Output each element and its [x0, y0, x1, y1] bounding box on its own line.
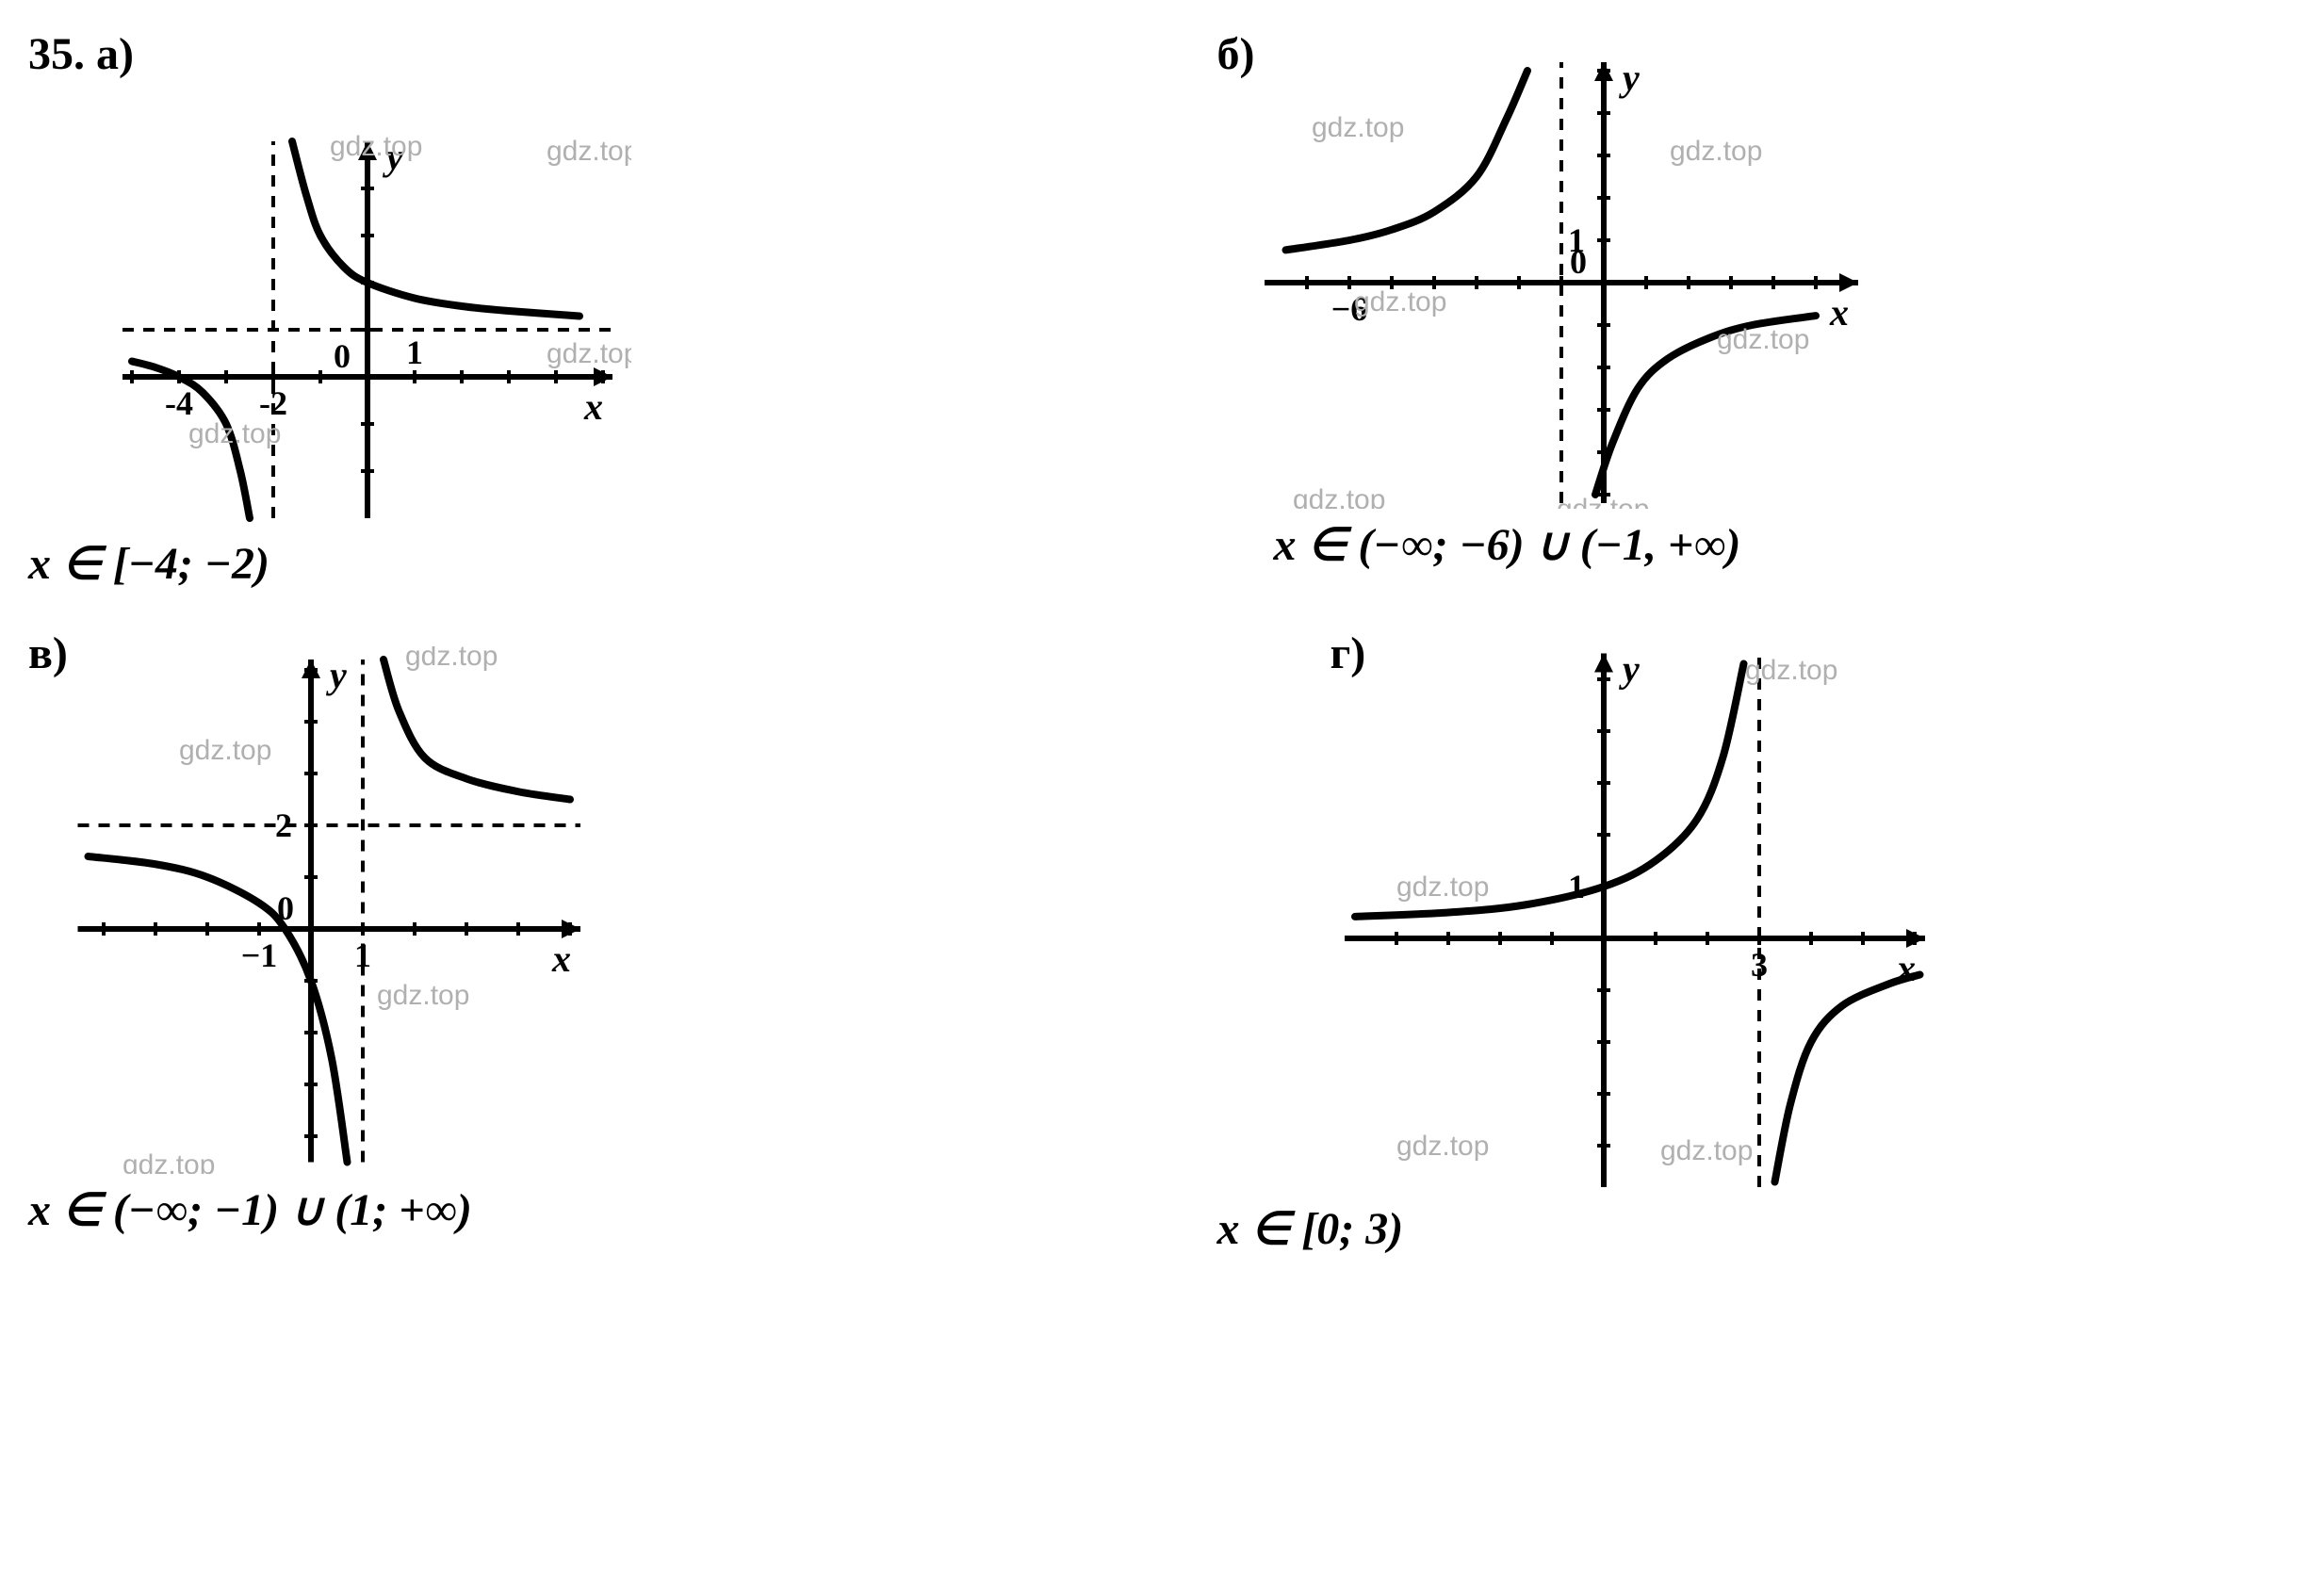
svg-text:0: 0 [334, 337, 351, 375]
svg-text:gdz.top: gdz.top [122, 1149, 215, 1174]
svg-text:gdz.top: gdz.top [1717, 324, 1809, 355]
svg-text:gdz.top: gdz.top [1312, 112, 1404, 143]
svg-text:gdz.top: gdz.top [330, 131, 422, 162]
chart-c: 1−120xygdz.topgdz.topgdz.topgdz.topgdz.t… [66, 646, 594, 1174]
svg-text:−1: −1 [241, 936, 278, 974]
svg-text:-4: -4 [165, 384, 193, 422]
svg-text:y: y [1619, 57, 1640, 99]
svg-text:x: x [583, 385, 603, 428]
chart-c-wrap: 1−120xygdz.topgdz.topgdz.topgdz.topgdz.t… [66, 646, 1142, 1174]
answer-a: x ∈ [−4; −2) [28, 537, 1142, 590]
svg-text:gdz.top: gdz.top [1293, 484, 1385, 509]
answer-c: x ∈ (−∞; −1) ∪ (1; +∞) [28, 1183, 1142, 1236]
svg-text:x: x [551, 937, 571, 980]
chart-b: −610xygdz.topgdz.topgdz.topgdz.topgdz.to… [1255, 57, 1858, 509]
svg-text:gdz.top: gdz.top [1557, 494, 1649, 509]
panel-c: в) 1−120xygdz.topgdz.topgdz.topgdz.topgd… [28, 627, 1142, 1255]
panel-b: б) −610xygdz.topgdz.topgdz.topgdz.topgdz… [1217, 28, 2302, 590]
answer-b: x ∈ (−∞; −6) ∪ (−1, +∞) [1274, 518, 2302, 571]
chart-a-wrap: -4-201xygdz.topgdz.topgdz.topgdz.top [104, 75, 1142, 528]
chart-d-wrap: 31xygdz.topgdz.topgdz.topgdz.top [1331, 646, 2302, 1193]
chart-b-wrap: −610xygdz.topgdz.topgdz.topgdz.topgdz.to… [1255, 57, 2302, 509]
part-a-letter: а) [96, 29, 134, 79]
svg-text:gdz.top: gdz.top [1660, 1135, 1753, 1166]
svg-text:y: y [326, 654, 347, 696]
qnum-and-part-a: 35. а) [28, 28, 134, 80]
chart-d: 31xygdz.topgdz.topgdz.topgdz.top [1331, 646, 1934, 1193]
svg-text:1: 1 [354, 936, 371, 974]
svg-text:gdz.top: gdz.top [377, 980, 469, 1011]
svg-text:gdz.top: gdz.top [1745, 655, 1837, 686]
svg-text:3: 3 [1751, 946, 1768, 984]
svg-text:-2: -2 [259, 384, 287, 422]
svg-text:gdz.top: gdz.top [405, 646, 498, 672]
svg-text:gdz.top: gdz.top [1396, 871, 1489, 903]
svg-text:gdz.top: gdz.top [1396, 1131, 1489, 1162]
svg-text:gdz.top: gdz.top [547, 338, 631, 369]
svg-text:gdz.top: gdz.top [1354, 286, 1446, 318]
answer-d: x ∈ [0; 3) [1217, 1202, 2302, 1255]
panel-a: 35. а) -4-201xygdz.topgdz.topgdz.topgdz.… [28, 28, 1142, 590]
part-b-label: б) [1217, 28, 1255, 80]
chart-a: -4-201xygdz.topgdz.topgdz.topgdz.top [104, 75, 631, 528]
svg-text:gdz.top: gdz.top [188, 418, 281, 449]
svg-text:gdz.top: gdz.top [547, 136, 631, 167]
part-c-label: в) [28, 627, 68, 679]
svg-text:gdz.top: gdz.top [179, 735, 271, 766]
svg-text:x: x [1829, 291, 1849, 334]
svg-text:gdz.top: gdz.top [1670, 136, 1762, 167]
svg-text:1: 1 [406, 334, 423, 371]
question-number: 35. [28, 29, 85, 79]
svg-text:y: y [1619, 648, 1640, 691]
panel-d: г) 31xygdz.topgdz.topgdz.topgdz.top x ∈ … [1217, 627, 2302, 1255]
svg-text:0: 0 [1570, 243, 1587, 281]
svg-text:2: 2 [275, 806, 292, 844]
